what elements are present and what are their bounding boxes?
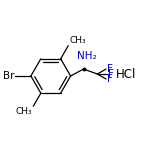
Text: HCl: HCl xyxy=(116,67,136,81)
Text: CH₃: CH₃ xyxy=(69,36,86,45)
Text: F: F xyxy=(108,69,114,79)
Text: NH₂: NH₂ xyxy=(77,51,96,61)
Text: F: F xyxy=(107,74,113,84)
Text: Br: Br xyxy=(3,71,14,81)
Text: CH₃: CH₃ xyxy=(16,107,32,116)
Text: F: F xyxy=(107,64,113,74)
